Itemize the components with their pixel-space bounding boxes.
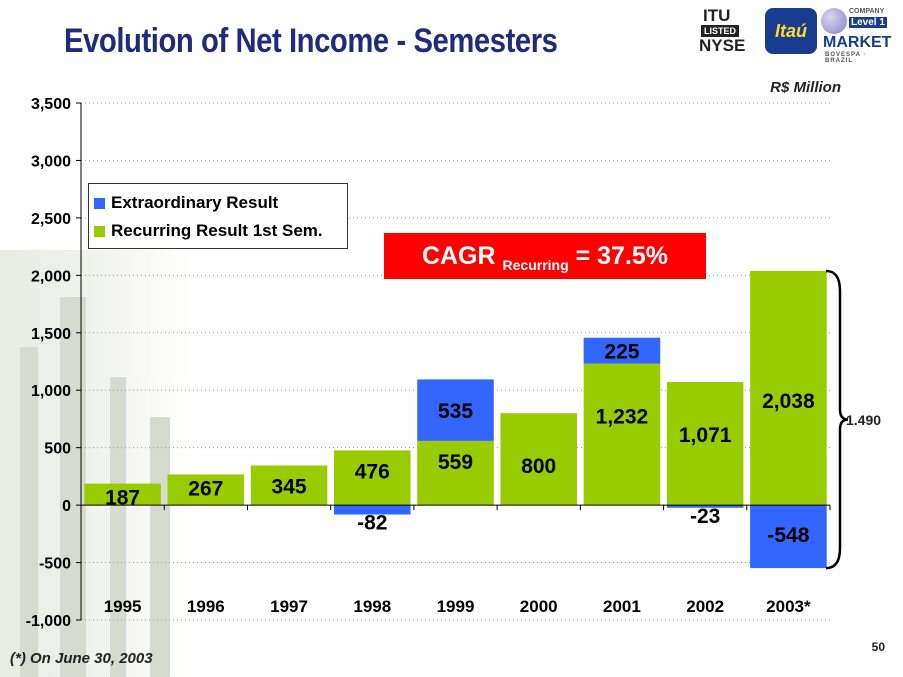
nyse-listed: LISTED xyxy=(701,25,740,37)
bar-extraordinary-2002 xyxy=(666,505,744,508)
y-tick-label: 2,000 xyxy=(31,268,71,285)
bar-recurring-1999 xyxy=(417,440,494,506)
building-column xyxy=(110,377,126,677)
data-label-recurring: 2,038 xyxy=(762,390,815,413)
level-company: COMPANY xyxy=(849,8,885,15)
bar-extraordinary-2003 xyxy=(750,505,827,569)
y-tick-label: 500 xyxy=(44,441,71,458)
x-tick-label: 2000 xyxy=(520,597,558,616)
bar-recurring-2000 xyxy=(500,413,578,506)
data-label-extraordinary: -548 xyxy=(767,524,809,547)
data-label-recurring: 1,232 xyxy=(596,406,649,429)
cagr-subscript: Recurring xyxy=(502,257,569,273)
itau-logo: Itaú xyxy=(765,8,817,54)
data-label-recurring: 476 xyxy=(355,460,390,483)
bar-recurring-2003 xyxy=(750,270,827,506)
y-tick-label: 3,000 xyxy=(31,153,71,170)
unit-label: R$ Million xyxy=(770,79,841,96)
bar-recurring-1996 xyxy=(167,474,245,506)
x-tick-label: 1997 xyxy=(270,597,308,616)
x-tick-label: 2002 xyxy=(686,597,724,616)
background-building-image xyxy=(0,250,200,677)
data-label-extraordinary: -82 xyxy=(357,512,387,535)
nyse-ticker: ITU xyxy=(703,6,731,25)
globe-icon xyxy=(821,8,847,34)
legend-swatch-extraordinary xyxy=(94,198,105,210)
level1-market-logo: COMPANY Level 1 MARKET BOVESPA · BRAZIL xyxy=(821,6,892,64)
legend-label-recurring: Recurring Result 1st Sem. xyxy=(111,221,323,240)
bar-recurring-1995 xyxy=(84,483,161,506)
level-market: MARKET xyxy=(823,34,892,51)
legend-label-extraordinary: Extraordinary Result xyxy=(111,193,279,212)
y-tick-label: 2,500 xyxy=(31,211,71,228)
bar-extraordinary-1998 xyxy=(333,505,411,515)
building-column xyxy=(20,347,38,677)
y-tick-label: -1,000 xyxy=(26,613,71,630)
legend-swatch-recurring xyxy=(94,226,105,238)
level-level: Level 1 xyxy=(849,17,887,28)
building-column xyxy=(60,297,86,677)
y-tick-label: 0 xyxy=(62,498,71,515)
cagr-suffix: = 37.5% xyxy=(568,242,669,270)
y-tick-label: 1,500 xyxy=(31,326,71,343)
data-label-extraordinary: 225 xyxy=(604,341,639,364)
footnote: (*) On June 30, 2003 xyxy=(10,650,153,667)
bar-recurring-2002 xyxy=(666,382,744,506)
y-tick-label: 1,000 xyxy=(31,383,71,400)
legend-item-recurring: Recurring Result 1st Sem. xyxy=(94,220,323,242)
bar-recurring-2001 xyxy=(583,363,661,506)
logo-group: ITU LISTED NYSE Itaú COMPANY Level 1 MAR… xyxy=(697,6,897,64)
nyse-name: NYSE xyxy=(699,36,746,55)
bar-extraordinary-2001 xyxy=(583,337,661,364)
page-title: Evolution of Net Income - Semesters xyxy=(64,22,558,60)
building-column xyxy=(150,417,170,677)
y-tick-label: 3,500 xyxy=(31,96,71,113)
data-label-recurring: 345 xyxy=(272,475,307,498)
legend-item-extraordinary: Extraordinary Result xyxy=(94,192,278,214)
page-number: 50 xyxy=(871,640,885,654)
bar-recurring-1998 xyxy=(333,450,411,506)
bar-recurring-1997 xyxy=(250,465,328,506)
x-tick-label: 2001 xyxy=(603,597,641,616)
data-label-recurring: 267 xyxy=(188,477,223,500)
data-label-recurring: 187 xyxy=(105,487,140,510)
nyse-logo: ITU LISTED NYSE xyxy=(697,6,763,62)
data-label-recurring: 1,071 xyxy=(679,424,732,447)
chart-legend: Extraordinary Result Recurring Result 1s… xyxy=(88,183,348,249)
cagr-callout: CAGR Recurring = 37.5% xyxy=(384,233,706,279)
data-label-extraordinary: 535 xyxy=(438,400,473,423)
data-label-extraordinary: -23 xyxy=(690,505,720,528)
x-tick-label: 1995 xyxy=(104,597,142,616)
level-bovespa: BOVESPA · BRAZIL xyxy=(825,52,867,64)
x-tick-label: 1998 xyxy=(353,597,391,616)
x-tick-label: 1996 xyxy=(187,597,225,616)
bar-extraordinary-1999 xyxy=(417,379,494,441)
total-bracket xyxy=(825,269,849,570)
data-label-recurring: 800 xyxy=(521,455,556,478)
x-tick-label: 1999 xyxy=(437,597,475,616)
bracket-total-label: 1.490 xyxy=(846,412,882,428)
y-tick-label: -500 xyxy=(39,556,71,573)
cagr-prefix: CAGR xyxy=(421,242,503,270)
data-label-recurring: 559 xyxy=(438,451,473,474)
x-tick-label: 2003* xyxy=(766,597,811,616)
